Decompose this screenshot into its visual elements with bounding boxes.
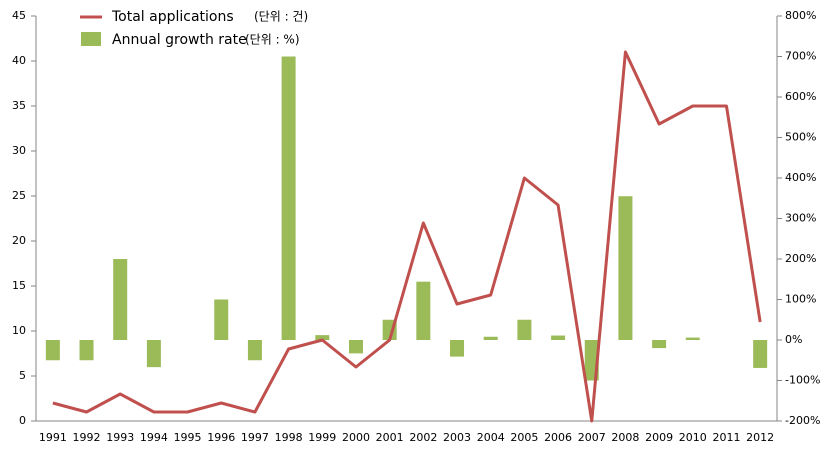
x-tick-label: 2003	[443, 431, 471, 444]
bar	[517, 319, 532, 340]
y2-tick-label: 600%	[785, 90, 816, 103]
bar	[247, 340, 262, 361]
x-tick-label: 1996	[207, 431, 235, 444]
bar	[618, 196, 633, 340]
legend: Total applications (단위 : 건) Annual growt…	[80, 9, 308, 48]
bar	[79, 340, 94, 361]
x-tick-label: 1995	[174, 431, 202, 444]
bar	[214, 299, 229, 340]
x-tick-label: 2006	[544, 431, 572, 444]
legend-label: Annual growth rate	[112, 32, 247, 48]
x-tick-label: 2010	[679, 431, 707, 444]
legend-bar-swatch	[81, 32, 101, 46]
y2-tick-label: 0%	[785, 333, 802, 346]
x-tick-label: 2002	[409, 431, 437, 444]
bar	[113, 259, 128, 340]
line	[52, 50, 762, 423]
bar	[685, 337, 700, 340]
x-tick-label: 2001	[376, 431, 404, 444]
bar	[315, 335, 330, 340]
x-tick-label: 1998	[275, 431, 303, 444]
bar	[416, 281, 431, 340]
y-tick-label: 5	[19, 369, 26, 382]
y2-tick-label: 400%	[785, 171, 816, 184]
y2-tick-label: 300%	[785, 212, 816, 225]
legend-label: Total applications	[111, 9, 234, 25]
y2-tick-label: -200%	[785, 414, 820, 427]
y2-tick-label: 500%	[785, 131, 816, 144]
y2-tick-label: 100%	[785, 293, 816, 306]
x-tick-label: 1999	[308, 431, 336, 444]
y-tick-label: 40	[12, 54, 26, 67]
y-tick-label: 10	[12, 324, 26, 337]
y-tick-label: 35	[12, 99, 26, 112]
y-tick-label: 45	[12, 9, 26, 22]
bar	[348, 340, 363, 354]
y2-tick-label: 700%	[785, 50, 816, 63]
x-tick-label: 2005	[510, 431, 538, 444]
y2-tick-label: 800%	[785, 9, 816, 22]
y2-tick-label: 200%	[785, 252, 816, 265]
x-tick-label: 2009	[645, 431, 673, 444]
y2-tick-label: -100%	[785, 374, 820, 387]
bar	[450, 340, 465, 357]
bar	[146, 340, 161, 368]
y-tick-label: 0	[19, 414, 26, 427]
x-tick-label: 2000	[342, 431, 370, 444]
y-tick-label: 20	[12, 234, 26, 247]
x-tick-label: 2007	[578, 431, 606, 444]
x-tick-label: 1997	[241, 431, 269, 444]
y-tick-label: 30	[12, 144, 26, 157]
x-tick-label: 1992	[73, 431, 101, 444]
y-tick-label: 15	[12, 279, 26, 292]
legend-unit: (단위 : 건)	[254, 10, 308, 24]
bar	[45, 340, 60, 361]
bar	[551, 335, 566, 340]
bar	[753, 340, 768, 368]
y-tick-label: 25	[12, 189, 26, 202]
x-tick-label: 2011	[712, 431, 740, 444]
x-tick-label: 2012	[746, 431, 774, 444]
x-tick-label: 1993	[106, 431, 134, 444]
bar	[652, 340, 667, 349]
x-tick-label: 2008	[611, 431, 639, 444]
x-tick-label: 1994	[140, 431, 168, 444]
legend-unit: (단위 : %)	[245, 33, 300, 47]
x-tick-label: 2004	[477, 431, 505, 444]
bar	[483, 336, 498, 340]
x-tick-label: 1991	[39, 431, 67, 444]
bar	[281, 56, 296, 340]
